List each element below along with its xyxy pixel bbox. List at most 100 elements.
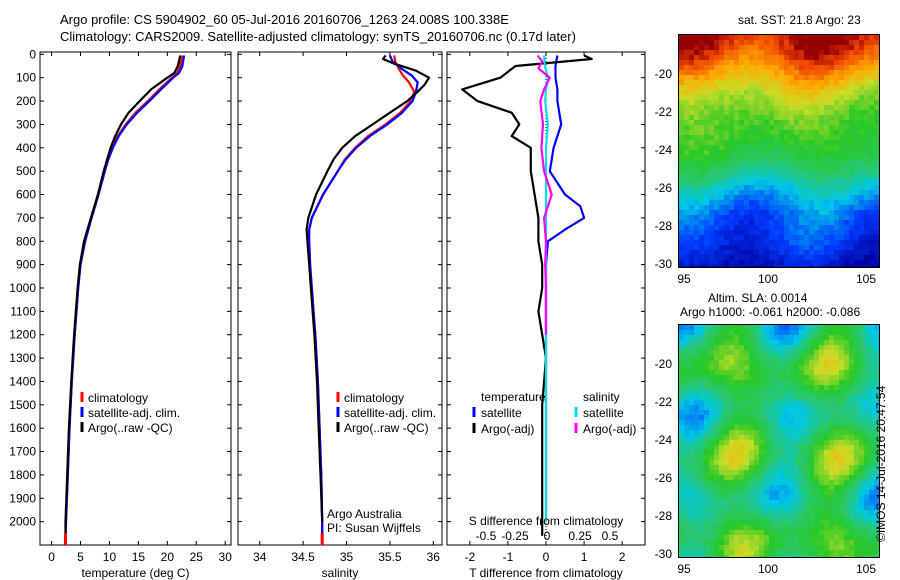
sst-cell xyxy=(809,215,814,220)
map-x-tick-label: 100 xyxy=(758,272,778,286)
sst-cell xyxy=(689,40,694,45)
sst-cell xyxy=(774,70,779,75)
sst-cell xyxy=(729,40,734,45)
sst-cell xyxy=(724,35,729,40)
sla-cell xyxy=(829,370,834,375)
sla-cell xyxy=(834,355,839,360)
sst-cell xyxy=(874,110,879,115)
sst-cell xyxy=(679,140,684,145)
sla-cell xyxy=(739,470,744,475)
sst-cell xyxy=(709,100,714,105)
sst-cell xyxy=(724,210,729,215)
sla-cell xyxy=(859,430,864,435)
sla-cell xyxy=(694,545,699,550)
sla-cell xyxy=(784,485,789,490)
sla-cell xyxy=(814,515,819,520)
sla-cell xyxy=(784,360,789,365)
sst-cell xyxy=(799,250,804,255)
sst-cell xyxy=(789,110,794,115)
sst-cell xyxy=(849,175,854,180)
sla-cell xyxy=(704,350,709,355)
sla-cell xyxy=(814,325,819,330)
sla-cell xyxy=(819,540,824,545)
sst-cell xyxy=(849,215,854,220)
sst-cell xyxy=(864,140,869,145)
sla-cell xyxy=(784,415,789,420)
sla-cell xyxy=(869,395,874,400)
sla-cell xyxy=(704,445,709,450)
sst-cell xyxy=(739,145,744,150)
y-tick-label: 100 xyxy=(16,71,36,85)
sst-cell xyxy=(694,120,699,125)
sla-cell xyxy=(739,415,744,420)
sla-cell xyxy=(744,445,749,450)
sla-cell xyxy=(759,480,764,485)
sst-cell xyxy=(854,40,859,45)
sst-cell xyxy=(799,245,804,250)
sst-cell xyxy=(714,240,719,245)
sla-cell xyxy=(709,385,714,390)
sst-cell xyxy=(679,145,684,150)
sla-cell xyxy=(739,355,744,360)
sst-cell xyxy=(824,120,829,125)
sst-cell xyxy=(709,85,714,90)
sst-cell xyxy=(764,140,769,145)
sst-cell xyxy=(729,50,734,55)
sst-cell xyxy=(754,230,759,235)
sla-cell xyxy=(774,365,779,370)
sla-cell xyxy=(814,455,819,460)
sst-cell xyxy=(824,110,829,115)
sla-cell xyxy=(869,515,874,520)
sla-cell xyxy=(759,505,764,510)
sst-cell xyxy=(749,70,754,75)
sla-cell xyxy=(734,435,739,440)
sst-cell xyxy=(809,140,814,145)
sst-cell xyxy=(844,260,849,265)
sla-cell xyxy=(679,430,684,435)
sst-cell xyxy=(714,225,719,230)
sst-cell xyxy=(739,70,744,75)
sla-cell xyxy=(819,405,824,410)
sla-cell xyxy=(849,530,854,535)
sla-cell xyxy=(759,550,764,555)
sla-cell xyxy=(859,370,864,375)
sla-cell xyxy=(854,515,859,520)
sla-cell xyxy=(834,430,839,435)
sst-cell xyxy=(744,85,749,90)
y-tick-label: 200 xyxy=(16,94,36,108)
sla-cell xyxy=(754,330,759,335)
sst-cell xyxy=(749,225,754,230)
sla-cell xyxy=(839,525,844,530)
sla-cell xyxy=(689,435,694,440)
sst-cell xyxy=(759,210,764,215)
sla-cell xyxy=(864,545,869,550)
sla-cell xyxy=(804,535,809,540)
sla-cell xyxy=(759,530,764,535)
sst-cell xyxy=(684,130,689,135)
sst-cell xyxy=(719,140,724,145)
sst-cell xyxy=(714,45,719,50)
sla-cell xyxy=(844,555,849,557)
sla-cell xyxy=(814,380,819,385)
sla-cell xyxy=(789,430,794,435)
sst-cell xyxy=(779,110,784,115)
sla-cell xyxy=(709,480,714,485)
sla-cell xyxy=(819,520,824,525)
sst-cell xyxy=(874,260,879,265)
sla-cell xyxy=(729,450,734,455)
sla-cell xyxy=(734,465,739,470)
sst-cell xyxy=(804,260,809,265)
sst-cell xyxy=(799,160,804,165)
sla-cell xyxy=(809,375,814,380)
sst-cell xyxy=(849,105,854,110)
sst-cell xyxy=(764,260,769,265)
sst-cell xyxy=(729,145,734,150)
sla-cell xyxy=(704,505,709,510)
sst-cell xyxy=(779,160,784,165)
sst-cell xyxy=(854,55,859,60)
sla-cell xyxy=(744,420,749,425)
sst-cell xyxy=(854,265,859,267)
sst-cell xyxy=(859,65,864,70)
sla-cell xyxy=(849,500,854,505)
